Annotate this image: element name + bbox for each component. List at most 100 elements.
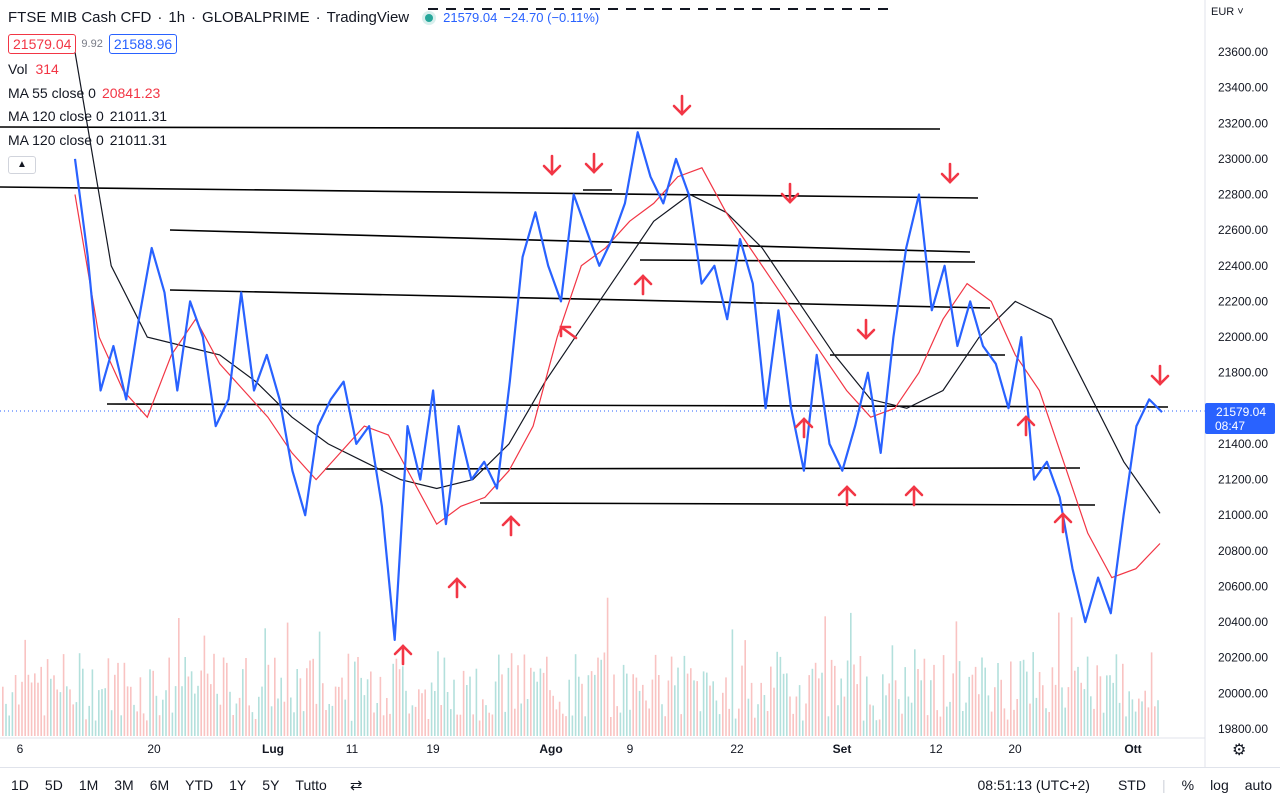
ma120b-row[interactable]: MA 120 close 0 21011.31 <box>8 128 599 152</box>
volume-bar <box>1144 690 1146 736</box>
arrow-up-icon <box>447 577 467 599</box>
x-tick-label: Ago <box>539 742 562 756</box>
range-3m[interactable]: 3M <box>114 776 134 793</box>
trendline[interactable] <box>639 259 976 263</box>
volume-bar <box>446 692 449 736</box>
range-5d[interactable]: 5D <box>44 776 63 793</box>
volume-bar <box>584 716 586 736</box>
range-all[interactable]: Tutto <box>295 776 327 793</box>
volume-bar <box>498 654 500 736</box>
volume-bar <box>1154 706 1156 736</box>
range-5y[interactable]: 5Y <box>262 776 280 793</box>
volume-bar <box>459 714 462 736</box>
volume-bar <box>738 708 740 736</box>
volume-bar <box>258 696 260 736</box>
range-6m[interactable]: 6M <box>149 776 170 793</box>
volume-bar <box>1077 666 1079 736</box>
price-line <box>73 131 1163 642</box>
volume-bar <box>1112 682 1114 736</box>
volume-bar <box>923 658 926 736</box>
legend: FTSE MIB Cash CFD · 1h · GLOBALPRIME · T… <box>8 6 599 174</box>
y-tick-label: 22800.00 <box>1218 188 1268 202</box>
volume-bar <box>1003 708 1006 736</box>
volume-bar <box>1013 709 1015 736</box>
volume-bar <box>72 704 74 736</box>
volume-bar <box>904 667 906 736</box>
volume-bar <box>158 715 161 736</box>
volume-bar <box>686 673 689 736</box>
volume-bar <box>997 663 999 736</box>
volume-bar <box>402 666 404 736</box>
volume-bar <box>1061 687 1063 736</box>
volume-bar <box>21 681 23 736</box>
volume-bar <box>542 672 545 736</box>
volume-bar <box>430 682 433 736</box>
gear-icon[interactable]: ⚙ <box>1232 742 1247 759</box>
volume-bar <box>1150 652 1153 736</box>
volume-bar <box>37 682 39 736</box>
sell-button[interactable]: 21579.04 <box>8 33 77 54</box>
clock-time[interactable]: 08:51:13 (UTC+2) <box>977 776 1090 793</box>
volume-bar <box>168 657 170 736</box>
volume-bar <box>171 712 174 736</box>
percent-toggle[interactable]: % <box>1181 776 1195 793</box>
volume-bar <box>453 679 455 736</box>
log-toggle[interactable]: log <box>1210 776 1229 793</box>
volume-bar <box>830 659 833 736</box>
volume-bar <box>968 676 970 736</box>
symbol-name[interactable]: FTSE MIB Cash CFD <box>8 9 152 27</box>
chevron-up-icon[interactable]: ▲ <box>8 155 36 174</box>
volume-bar <box>1029 703 1031 736</box>
currency-selector[interactable]: EUR ˅ <box>1211 6 1244 18</box>
trendline[interactable] <box>0 126 941 130</box>
volume-bar <box>744 640 746 736</box>
trendline[interactable] <box>0 186 979 199</box>
trendline[interactable] <box>169 289 991 309</box>
volume-bar <box>5 703 7 736</box>
trendline[interactable] <box>169 229 971 253</box>
volume-bar <box>488 712 490 736</box>
volume-bar <box>802 720 804 736</box>
volume-bar <box>523 654 526 736</box>
ma55-row[interactable]: MA 55 close 0 20841.23 <box>8 81 599 105</box>
trendline[interactable] <box>479 502 1096 506</box>
currency-label: EUR <box>1211 6 1235 18</box>
date-range-icon[interactable]: ⇄ <box>349 776 363 794</box>
y-tick-label: 20000.00 <box>1218 686 1268 700</box>
volume-bar <box>901 713 903 736</box>
volume-bar <box>354 661 356 736</box>
range-1y[interactable]: 1Y <box>229 776 247 793</box>
volume-bar <box>1067 687 1070 736</box>
volume-bar <box>478 720 481 736</box>
range-ytd[interactable]: YTD <box>185 776 214 793</box>
volume-bar <box>840 678 842 736</box>
volume-bar <box>56 689 58 736</box>
ma120-row[interactable]: MA 120 close 0 21011.31 <box>8 105 599 129</box>
volume-bar <box>869 704 871 736</box>
range-1d[interactable]: 1D <box>11 776 29 793</box>
trendline[interactable] <box>324 467 1081 470</box>
trendline[interactable] <box>106 403 1169 408</box>
vol-row[interactable]: Vol 314 <box>8 58 599 82</box>
volume-bar <box>379 676 382 736</box>
volume-bar <box>574 654 577 736</box>
volume-bar <box>53 675 55 736</box>
session-toggle[interactable]: STD <box>1117 776 1146 793</box>
volume-bar <box>219 704 222 736</box>
interval[interactable]: 1h <box>168 9 186 27</box>
volume-bar <box>290 697 292 736</box>
volume-bar <box>549 690 551 736</box>
volume-bar <box>984 667 986 736</box>
range-1m[interactable]: 1M <box>78 776 99 793</box>
volume-bar <box>702 671 705 736</box>
volume-bar <box>651 679 654 736</box>
buy-button[interactable]: 21588.96 <box>108 33 178 54</box>
spread: 9.92 <box>81 37 103 50</box>
volume-bar <box>1042 685 1044 736</box>
volume-bar <box>328 704 330 736</box>
auto-toggle[interactable]: auto <box>1244 776 1272 793</box>
volume-bar <box>14 675 17 736</box>
volume-bar <box>226 662 228 736</box>
volume-bar <box>88 705 90 736</box>
